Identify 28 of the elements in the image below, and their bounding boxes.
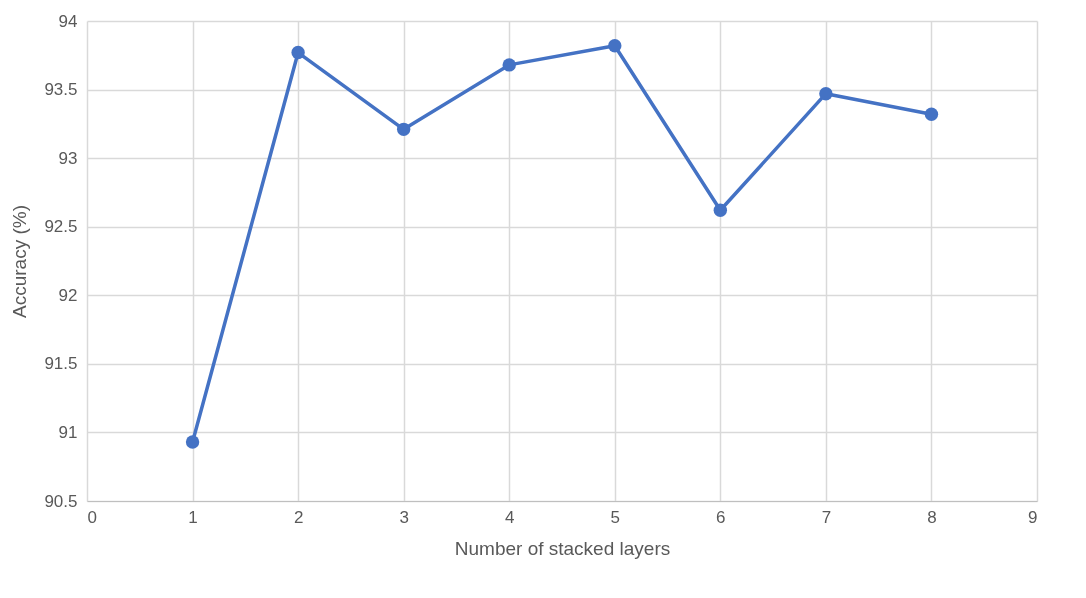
y-tick-label: 90.5: [44, 491, 78, 511]
x-tick-label: 3: [399, 507, 409, 527]
x-tick-label: 9: [1028, 507, 1038, 527]
y-tick-label: 93: [58, 148, 78, 168]
x-tick-label: 7: [821, 507, 832, 527]
point: [502, 58, 516, 72]
x-tick-label: 4: [504, 507, 515, 527]
y-axis-title: Accuracy (%): [9, 205, 31, 318]
point: [396, 122, 411, 137]
y-tick-label: 91: [58, 422, 78, 442]
point: [713, 203, 728, 217]
x-tick-label: 2: [293, 507, 304, 527]
y-tick-label: 93.5: [44, 80, 78, 100]
point: [185, 435, 200, 449]
x-tick-label: 8: [927, 507, 937, 527]
point: [608, 38, 622, 53]
x-axis-title: Number of stacked layers: [454, 537, 671, 559]
point: [924, 107, 939, 121]
x-tick-label: 1: [188, 507, 198, 527]
x-tick-label: 6: [716, 507, 726, 527]
x-tick-label: 5: [610, 507, 621, 527]
y-tick-label: 94: [58, 11, 78, 31]
y-tick-label: 92.5: [44, 217, 78, 237]
y-tick-label: 92: [58, 285, 78, 305]
point: [291, 45, 305, 60]
point: [819, 86, 833, 101]
y-tick-label: 91.5: [44, 354, 78, 374]
x-tick-label: 0: [87, 507, 97, 527]
